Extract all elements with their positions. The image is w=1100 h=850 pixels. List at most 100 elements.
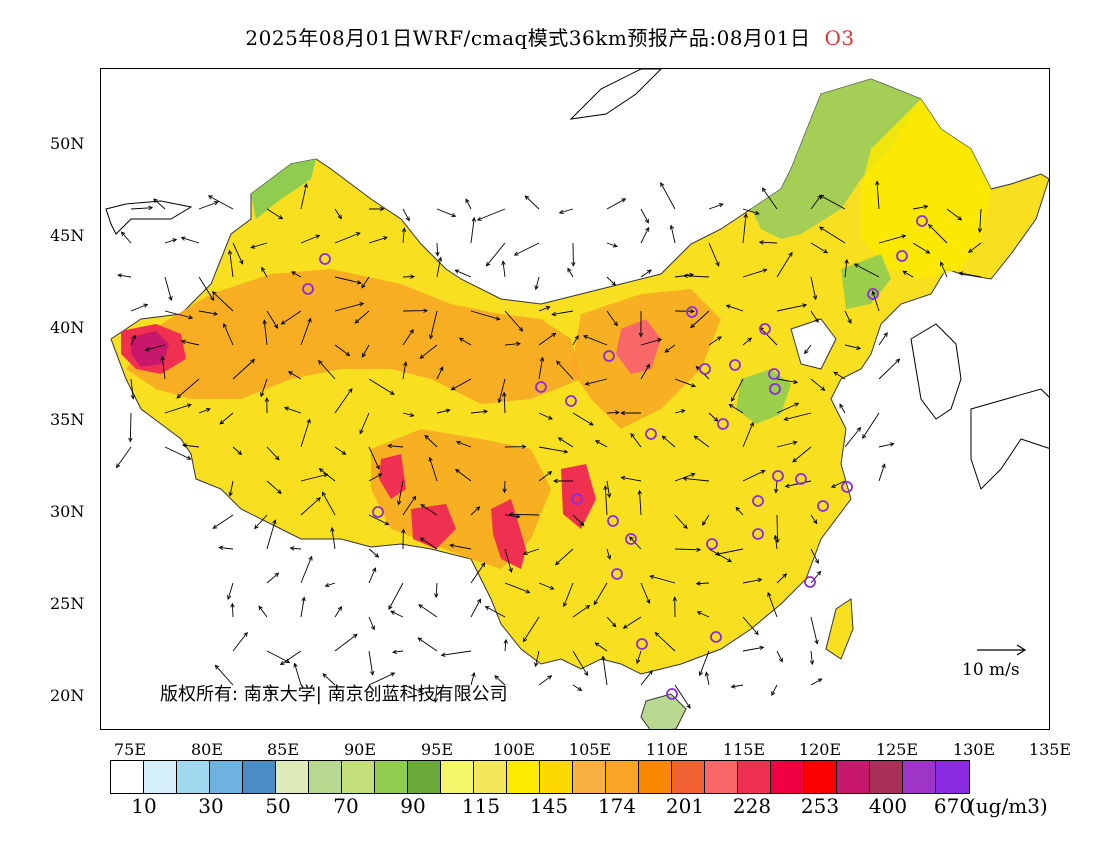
- wind-vector: [606, 410, 620, 415]
- wind-vector: [300, 183, 308, 210]
- wind-vector: [730, 684, 744, 689]
- wind-vector: [334, 208, 342, 220]
- xinjiang-orange-zone: [126, 269, 581, 404]
- wind-vector: [708, 412, 719, 422]
- colorbar: [110, 760, 970, 794]
- wind-vector: [538, 332, 557, 346]
- wind-vector: [402, 412, 415, 418]
- wind-vector: [698, 650, 710, 677]
- lon-label-105e: 105E: [568, 740, 612, 759]
- coastline-west: [105, 200, 193, 235]
- wind-vector: [912, 204, 929, 210]
- wind-vector: [695, 581, 710, 586]
- colorbar-label-10: 10: [131, 794, 157, 818]
- wind-vector: [620, 410, 641, 416]
- wind-vector: [128, 412, 133, 443]
- wind-vector: [232, 358, 256, 380]
- wind-vector: [334, 232, 361, 244]
- tibet-hotspot-1: [379, 454, 406, 499]
- colorbar-swatch-15: [606, 761, 639, 793]
- wind-vector: [436, 256, 443, 278]
- wind-vector: [572, 334, 579, 346]
- wind-vector: [361, 344, 370, 358]
- colorbar-swatch-14: [573, 761, 606, 793]
- wind-vector: [254, 514, 268, 530]
- wind-vector: [497, 378, 506, 404]
- wind-vector: [567, 267, 574, 278]
- wind-vector: [767, 591, 778, 618]
- wind-vector: [844, 310, 852, 324]
- hainan-island: [640, 693, 687, 729]
- wind-vector: [392, 649, 404, 655]
- wind-vector: [387, 443, 404, 449]
- wind-vector: [674, 547, 702, 552]
- wind-vector: [300, 497, 321, 516]
- wind-vector: [538, 356, 545, 380]
- wind-vector: [682, 273, 710, 279]
- colorbar-swatch-25: [936, 761, 969, 793]
- wind-vector: [664, 344, 676, 353]
- wind-vector: [470, 409, 489, 414]
- colorbar-swatch-23: [870, 761, 903, 793]
- wind-vector: [232, 242, 244, 265]
- wind-vector: [417, 637, 438, 652]
- wind-vector: [513, 242, 540, 256]
- lat-label-50n: 50N: [50, 134, 85, 153]
- colorbar-swatch-0: [111, 761, 144, 793]
- wind-vector: [629, 536, 642, 550]
- wind-vector: [771, 684, 778, 696]
- colorbar-swatch-4: [243, 761, 276, 793]
- copyright-text: 版权所有: 南京大学| 南京创蓝科技有限公司: [160, 684, 508, 705]
- station-marker: [759, 323, 771, 335]
- station-marker: [645, 428, 657, 440]
- station-marker: [625, 533, 637, 545]
- lon-label-80e: 80E: [190, 740, 224, 759]
- wind-vector: [640, 269, 652, 278]
- sichuan-hotspot: [561, 464, 596, 529]
- wind-vector: [742, 208, 760, 215]
- wind-vector: [458, 337, 472, 346]
- wind-vector: [502, 480, 507, 494]
- wind-vector: [368, 567, 377, 584]
- wind-vector: [287, 371, 302, 380]
- wind-vector: [130, 378, 136, 400]
- colorbar-label-70: 70: [333, 794, 359, 818]
- wind-vector: [232, 446, 243, 456]
- station-marker: [666, 688, 678, 700]
- wind-vector: [435, 242, 440, 257]
- wind-vector: [211, 291, 234, 312]
- wind-vector: [402, 684, 424, 693]
- station-marker: [565, 395, 577, 407]
- wind-vector: [844, 258, 849, 278]
- wind-vector: [708, 203, 724, 210]
- wind-vector: [181, 443, 200, 448]
- wind-vector: [291, 271, 302, 278]
- station-marker: [916, 215, 928, 227]
- wind-vector: [556, 360, 574, 380]
- wind-vector: [153, 198, 166, 210]
- wind-vector: [228, 480, 234, 497]
- wind-vector: [630, 433, 642, 448]
- wind-vector: [450, 378, 472, 391]
- wind-vector: [368, 206, 385, 212]
- wind-vector: [334, 633, 358, 652]
- wind-vector: [130, 334, 136, 346]
- wind-vector: [844, 344, 862, 350]
- wind-vector: [640, 208, 649, 224]
- wind-vector: [504, 310, 524, 332]
- wind-vector: [198, 201, 219, 210]
- wind-vector: [714, 548, 744, 557]
- wind-vector: [708, 242, 720, 267]
- wind-vector: [300, 555, 313, 584]
- wind-vector: [388, 582, 404, 610]
- colorbar-swatch-5: [276, 761, 309, 793]
- wind-vector: [266, 480, 282, 494]
- wind-vector: [419, 344, 438, 359]
- colorbar-label-400: 400: [868, 794, 908, 818]
- wind-vector: [164, 238, 178, 244]
- taiwan-island: [825, 598, 854, 660]
- lon-label-110e: 110E: [645, 740, 689, 759]
- wind-vector: [227, 249, 234, 278]
- wind-vector: [871, 290, 880, 312]
- wind-vector: [940, 261, 948, 278]
